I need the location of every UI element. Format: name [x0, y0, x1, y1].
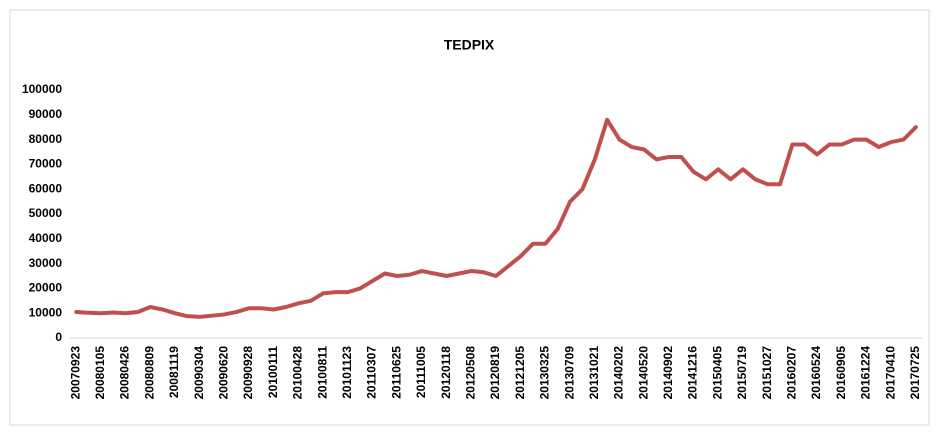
y-tick-label: 30000 [29, 256, 63, 270]
x-tick-label: 20141216 [686, 346, 700, 400]
y-tick-label: 10000 [29, 305, 63, 319]
x-tick-label: 20121205 [513, 346, 527, 400]
y-tick-label: 100000 [22, 82, 62, 96]
y-tick-label: 70000 [29, 157, 63, 171]
y-tick-label: 80000 [29, 132, 63, 146]
x-tick-label: 20110625 [389, 346, 403, 399]
x-tick-label: 20131021 [587, 346, 601, 400]
y-tick-label: 50000 [29, 206, 63, 220]
x-tick-label: 20170410 [883, 346, 897, 400]
x-tick-label: 20100811 [315, 346, 329, 399]
y-tick-label: 40000 [29, 231, 63, 245]
x-tick-label: 20100428 [291, 346, 305, 400]
x-tick-label: 20160207 [785, 346, 799, 400]
x-tick-label: 20070923 [68, 346, 82, 400]
data-line [74, 117, 918, 319]
x-tick-label: 20160905 [834, 346, 848, 400]
chart-frame [9, 9, 930, 426]
x-tick-label: 20080809 [142, 346, 156, 400]
x-tick-label: 20111005 [414, 346, 428, 398]
x-tick-label: 20120819 [488, 346, 502, 400]
y-tick-label: 0 [55, 330, 62, 344]
x-tick-label: 20100111 [266, 346, 280, 398]
x-tick-label: 20080105 [93, 346, 107, 400]
x-tick-label: 20170725 [908, 346, 922, 400]
x-tick-label: 20110307 [365, 346, 379, 399]
x-tick-label: 20081119 [167, 346, 181, 398]
x-tick-label: 20161224 [859, 346, 873, 400]
x-tick-label: 20090620 [217, 346, 231, 400]
x-tick-label: 20150719 [735, 346, 749, 400]
x-tick-label: 20120508 [463, 346, 477, 400]
x-tick-label: 20101123 [340, 346, 354, 399]
y-tick-label: 20000 [29, 281, 63, 295]
x-tick-label: 20160524 [809, 346, 823, 400]
y-tick-label: 60000 [29, 181, 63, 195]
x-tick-label: 20080426 [118, 346, 132, 400]
x-tick-label: 20130325 [538, 346, 552, 400]
x-tick-label: 20151027 [760, 346, 774, 400]
x-tick-label: 20140202 [612, 346, 626, 400]
x-tick-label: 20120118 [439, 346, 453, 399]
x-tick-label: 20140902 [661, 346, 675, 400]
x-tick-label: 20150405 [710, 346, 724, 400]
x-tick-label: 20130709 [562, 346, 576, 400]
chart-title: TEDPIX [444, 37, 495, 53]
x-tick-label: 20090304 [192, 346, 206, 400]
y-tick-label: 90000 [29, 107, 63, 121]
x-tick-label: 20140520 [636, 346, 650, 400]
x-tick-label: 20090928 [241, 346, 255, 400]
